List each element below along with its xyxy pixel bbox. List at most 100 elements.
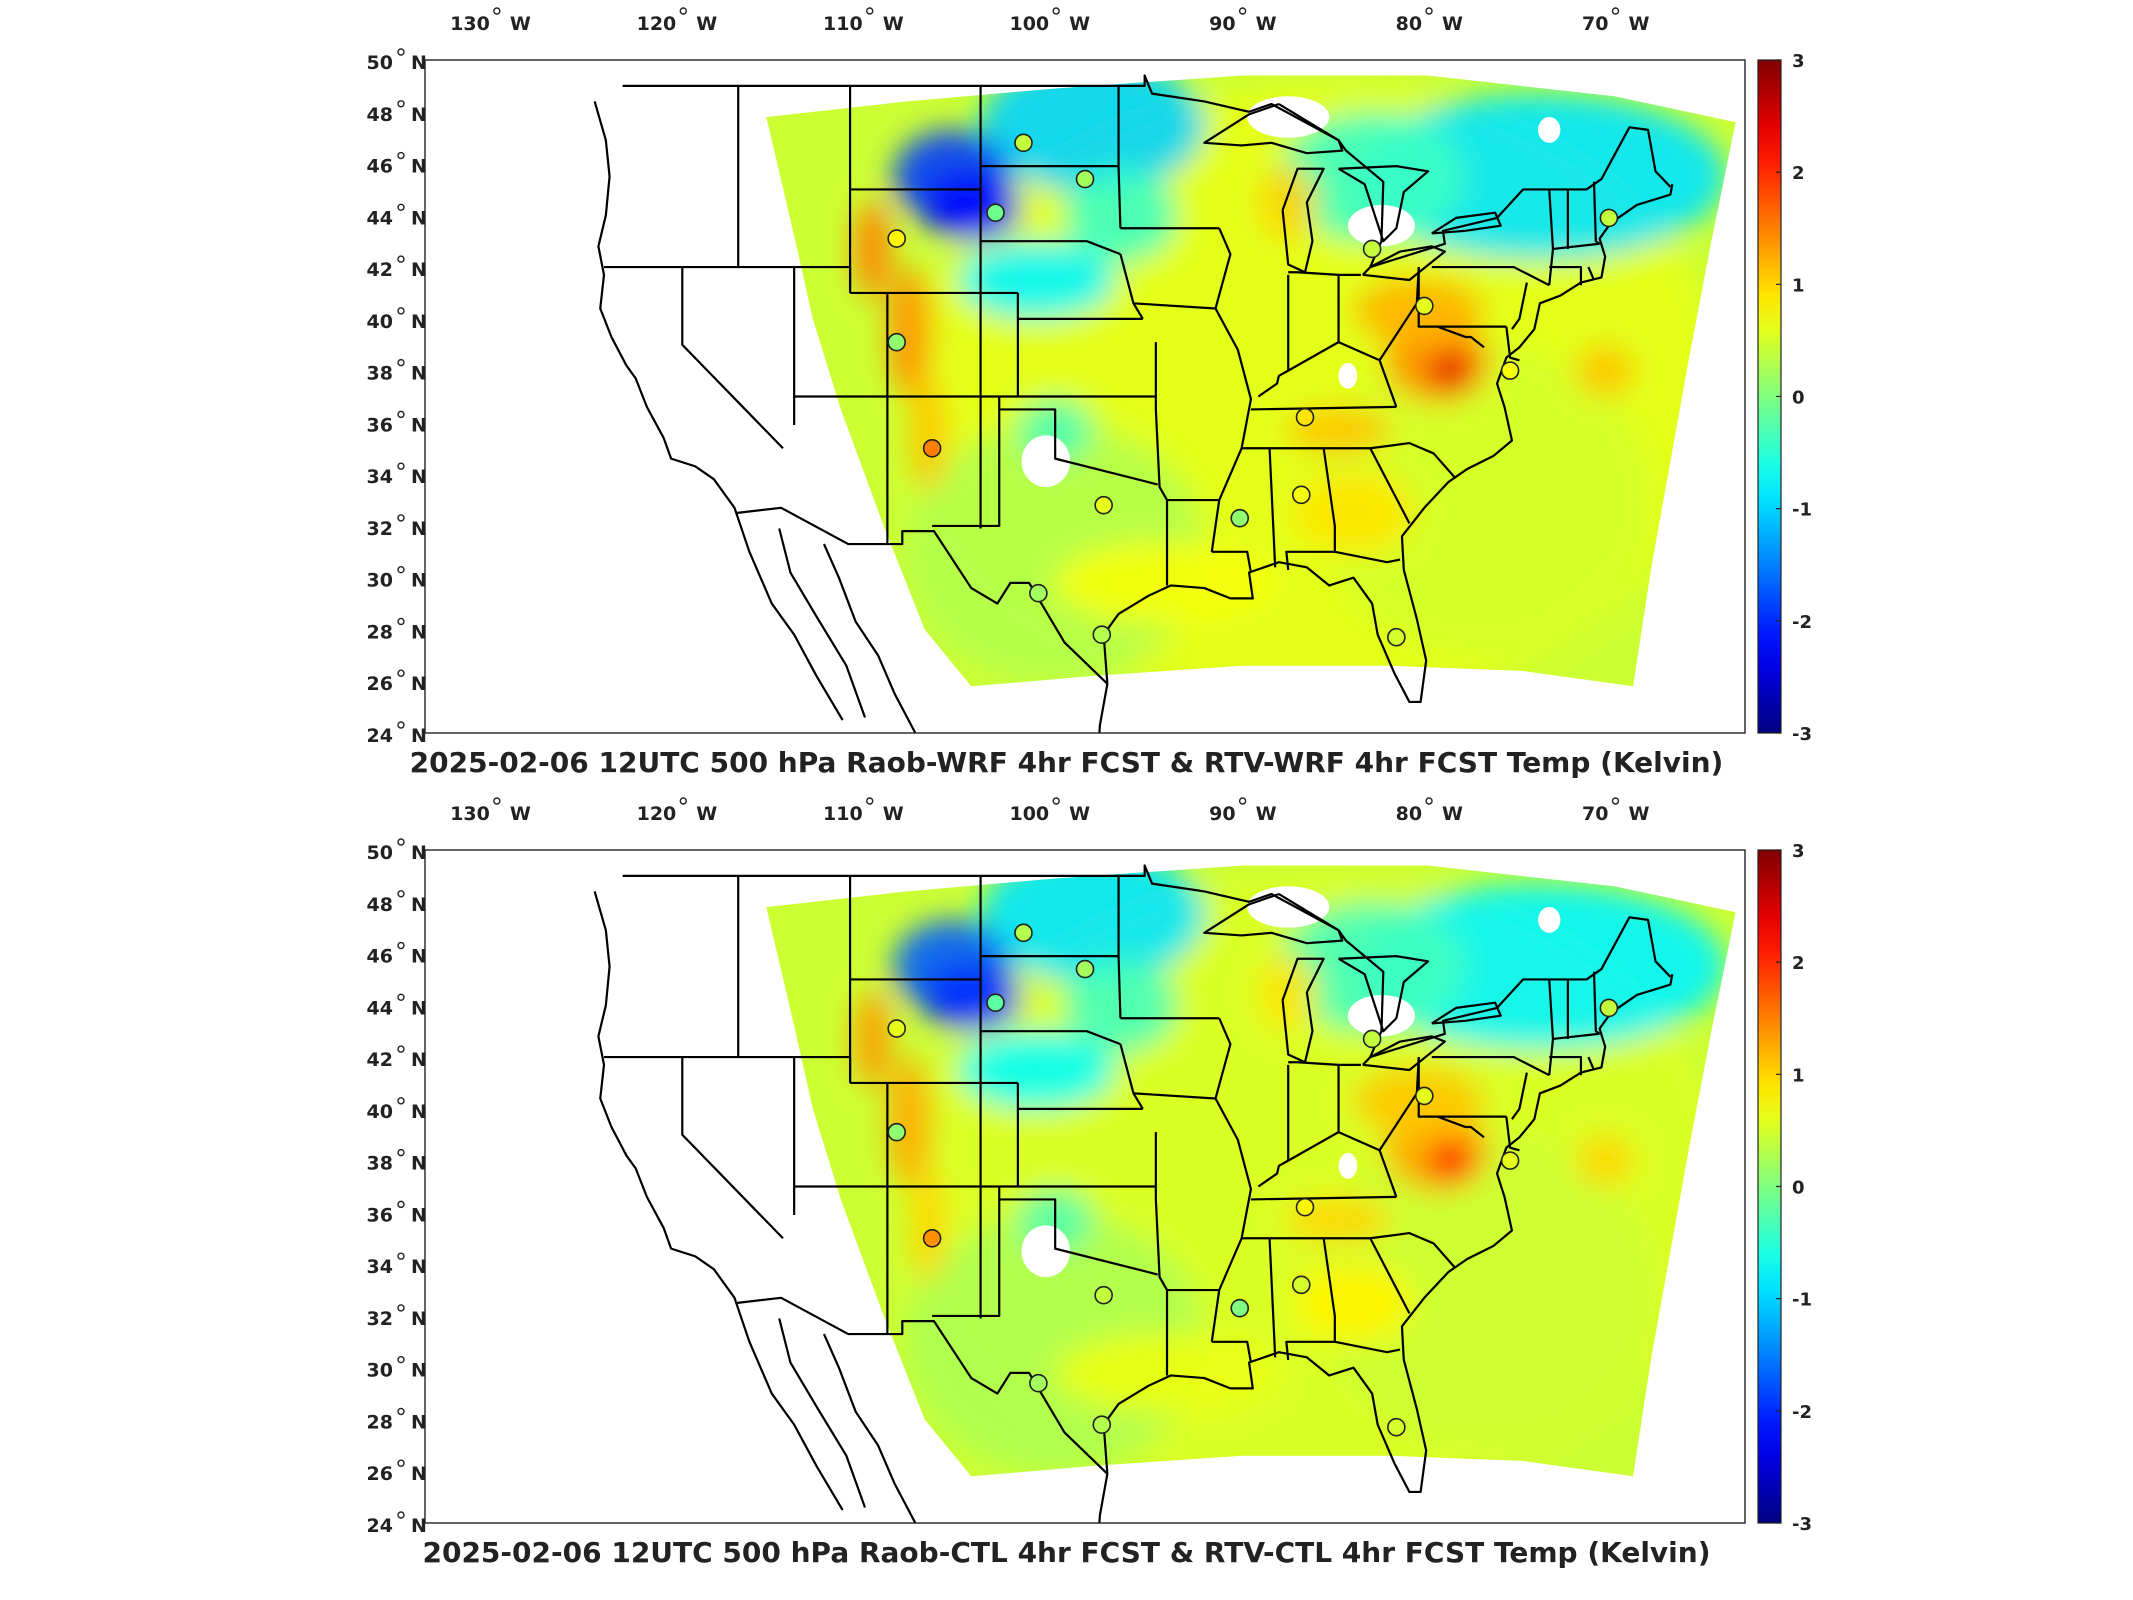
raob-station-marker <box>1500 361 1520 380</box>
coastline-mexico-gulf <box>1098 683 1109 733</box>
lat-tick-label: 36 <box>367 414 393 436</box>
lat-tick-hemisphere: N <box>411 570 427 592</box>
lat-tick-label: 50 <box>367 52 393 74</box>
raob-station-marker <box>1387 1417 1406 1437</box>
raob-stations <box>887 133 1619 647</box>
lat-tick-label: 26 <box>367 1463 393 1485</box>
lon-tick-label: 90 <box>1209 13 1235 35</box>
degree-symbol <box>397 1252 405 1260</box>
raob-station-marker <box>1092 625 1112 644</box>
coastline-west <box>593 101 844 721</box>
state-boundary <box>1287 1131 1340 1162</box>
state-boundary <box>1250 1195 1397 1201</box>
degree-symbol <box>679 797 687 805</box>
coastline-mexico <box>822 543 917 733</box>
degree-symbol <box>397 462 405 470</box>
lon-tick-label: 120 <box>637 803 677 825</box>
lat-tick-label: 24 <box>367 725 393 747</box>
raob-station-marker <box>1094 495 1113 515</box>
state-boundary <box>1133 302 1216 310</box>
lat-tick-hemisphere: N <box>411 52 427 74</box>
state-boundary <box>1154 342 1169 586</box>
lon-tick-hemisphere: W <box>1628 803 1649 825</box>
lon-tick-hemisphere: W <box>1069 803 1090 825</box>
lon-tick-label: 100 <box>1009 803 1049 825</box>
lat-tick-label: 42 <box>367 1049 393 1071</box>
lon-tick-hemisphere: W <box>696 803 717 825</box>
lon-tick-label: 100 <box>1009 13 1049 35</box>
degree-symbol <box>397 1148 405 1157</box>
raob-station-marker <box>887 229 906 248</box>
lat-tick-label: 40 <box>367 311 393 333</box>
great-lake-outline <box>1203 102 1344 155</box>
lat-tick-hemisphere: N <box>411 156 427 178</box>
great-lake-outline <box>1281 957 1325 1064</box>
lat-tick-hemisphere: N <box>411 466 427 488</box>
state-boundary <box>999 408 1158 486</box>
degree-symbol <box>1052 7 1060 15</box>
raob-station-marker <box>1362 1029 1382 1049</box>
great-lake-outline <box>1281 167 1325 274</box>
degree-symbol <box>397 838 405 846</box>
lat-tick-label: 44 <box>367 207 393 229</box>
lon-tick-hemisphere: W <box>883 803 904 825</box>
colorbar-tick-label: 0 <box>1792 388 1805 409</box>
lat-tick-hemisphere: N <box>411 207 427 229</box>
state-boundary <box>1431 265 1550 287</box>
raob-station-marker <box>922 1228 942 1248</box>
raob-station-marker <box>986 203 1005 223</box>
lon-tick-label: 80 <box>1396 803 1422 825</box>
raob-station-marker <box>1075 169 1095 189</box>
degree-symbol <box>1611 797 1620 805</box>
panel-bottom-map: 130 W 120 W 110 W 100 W 90 W 80 W 70 W 50 N 48 N 46 N 44 N 42 N… <box>0 790 2133 1600</box>
raob-station-marker <box>1092 1415 1112 1434</box>
lat-tick-label: 28 <box>367 1411 393 1433</box>
lat-tick-label: 28 <box>367 621 393 643</box>
lat-tick-hemisphere: N <box>411 621 427 643</box>
lat-tick-hemisphere: N <box>411 946 427 968</box>
lon-tick-hemisphere: W <box>1442 803 1463 825</box>
lat-tick-hemisphere: N <box>411 842 427 864</box>
raob-station-marker <box>1029 1373 1048 1393</box>
lat-tick-label: 34 <box>367 1256 393 1278</box>
lat-tick-hemisphere: N <box>411 414 427 436</box>
degree-symbol <box>397 358 405 367</box>
state-boundary <box>1549 265 1583 286</box>
lat-tick-label: 26 <box>367 673 393 695</box>
lat-tick-hemisphere: N <box>411 1101 427 1123</box>
great-lake-outline <box>1362 245 1446 282</box>
great-lake-outline <box>1362 1035 1446 1072</box>
colorbar-tick-label: -3 <box>1792 1514 1812 1535</box>
degree-symbol <box>397 151 405 160</box>
coastline-baja <box>778 1318 867 1508</box>
state-boundary <box>1241 1231 1455 1268</box>
state-boundary <box>1257 1064 1290 1188</box>
degree-symbol <box>397 255 405 263</box>
lat-tick-hemisphere: N <box>411 1411 427 1433</box>
raob-station-marker <box>1295 1197 1315 1217</box>
state-boundary <box>1378 1149 1398 1198</box>
lat-tick-label: 40 <box>367 1101 393 1123</box>
raob-station-marker <box>1415 1086 1434 1106</box>
lon-tick-hemisphere: W <box>1256 803 1277 825</box>
state-boundary <box>1285 1238 1336 1361</box>
degree-symbol <box>397 565 405 574</box>
state-boundary <box>1257 274 1290 398</box>
lat-tick-label: 50 <box>367 842 393 864</box>
great-lake-outline <box>1337 955 1430 1033</box>
raob-station-marker <box>1230 1298 1250 1318</box>
degree-symbol <box>397 1304 405 1312</box>
lat-tick-hemisphere: N <box>411 1360 427 1382</box>
colorbar: 3 2 1 0 -1 -2 -3 <box>1757 51 1812 745</box>
raob-station-marker <box>922 438 942 458</box>
degree-symbol <box>397 1355 405 1364</box>
degree-symbol <box>397 617 405 626</box>
colorbar-tick-label: 1 <box>1792 1065 1805 1086</box>
raob-station-marker <box>1230 508 1250 528</box>
state-boundary <box>1210 1017 1253 1342</box>
degree-symbol <box>1425 7 1433 15</box>
lon-tick-label: 110 <box>823 803 863 825</box>
colorbar-tick-label: 1 <box>1792 275 1805 296</box>
lat-tick-hemisphere: N <box>411 725 427 747</box>
state-boundary <box>1288 1061 1339 1066</box>
